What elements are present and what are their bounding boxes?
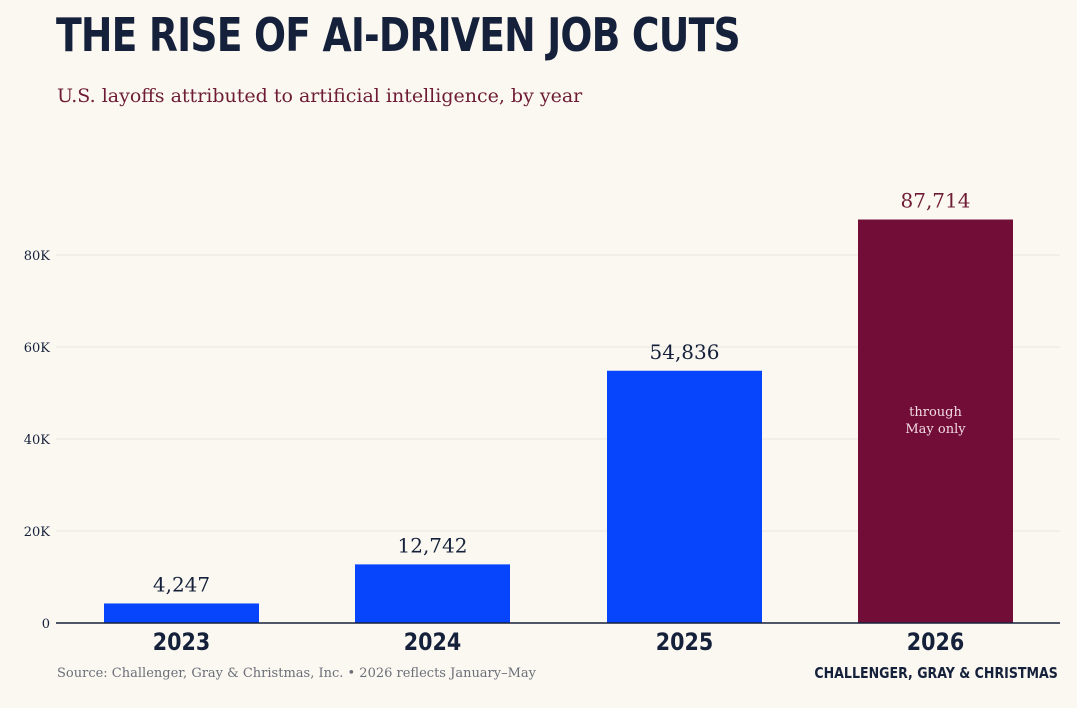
data-label: 12,742 (398, 533, 468, 557)
brand-logo-text: CHALLENGER, GRAY & CHRISTMAS (814, 664, 1058, 682)
y-tick-label: 60K (24, 341, 51, 356)
page-subtitle: U.S. layoffs attributed to artificial in… (57, 85, 583, 107)
page-title: THE RISE OF AI-DRIVEN JOB CUTS (56, 8, 741, 62)
bar (104, 603, 259, 623)
x-tick-label: 2026 (907, 629, 964, 657)
x-tick-label: 2025 (656, 629, 713, 657)
y-tick-label: 0 (42, 617, 50, 632)
data-label: 54,836 (650, 340, 720, 364)
bar (355, 564, 510, 623)
y-tick-label: 40K (24, 433, 51, 448)
x-tick-label: 2023 (153, 629, 210, 657)
data-label: 87,714 (901, 189, 971, 213)
bar-annotation: May only (905, 422, 966, 437)
y-tick-label: 80K (24, 249, 51, 264)
bar-annotation: through (909, 405, 962, 420)
data-label: 4,247 (153, 572, 210, 596)
bar (607, 370, 762, 623)
source-note: Source: Challenger, Gray & Christmas, In… (57, 666, 537, 681)
y-tick-label: 20K (24, 525, 51, 540)
x-tick-label: 2024 (404, 629, 461, 657)
bar (858, 219, 1013, 623)
